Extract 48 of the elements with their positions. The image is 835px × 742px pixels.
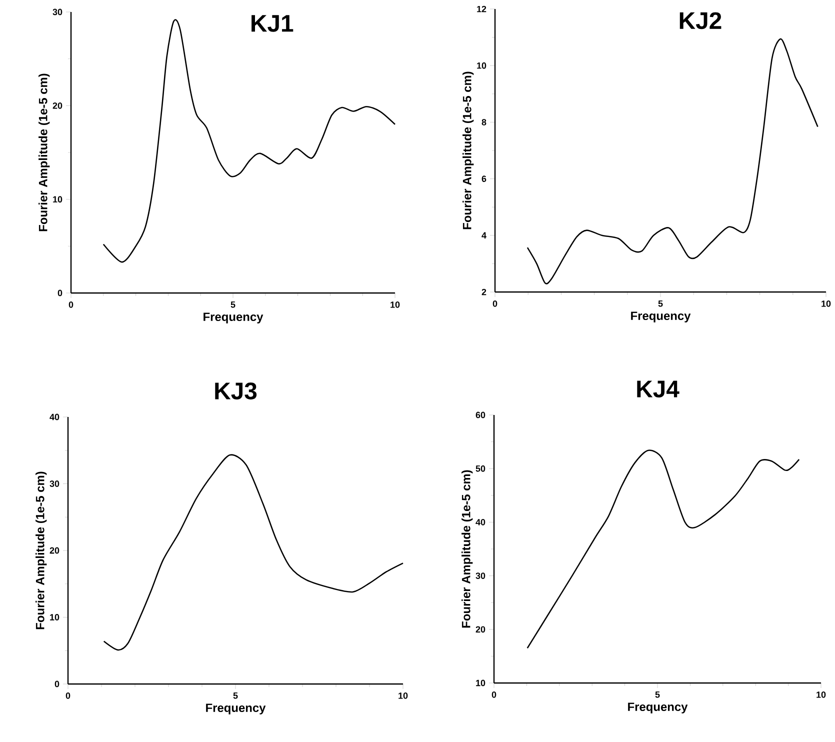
y-axis-title: Fourier Amplitude (1e-5 cm) [38, 74, 50, 232]
x-axis-title: Frequency [631, 312, 691, 322]
chart-title: KJ3 [215, 382, 257, 400]
y-tick-label: 0 [54, 680, 60, 688]
x-tick-label: 10 [390, 302, 400, 308]
x-tick-label: 0 [68, 302, 74, 308]
y-tick-label: 30 [476, 572, 486, 579]
x-axis-title: Frequency [206, 704, 266, 714]
y-axis-title: Fourier Amplitude (1e-5 cm) [462, 72, 474, 230]
x-tick-label: 5 [230, 302, 236, 308]
x-tick-label: 0 [492, 300, 498, 307]
y-tick-label: 10 [53, 196, 62, 202]
x-tick-label: 5 [655, 692, 660, 698]
x-tick-label: 0 [66, 692, 70, 699]
y-tick-label: 30 [52, 8, 62, 16]
x-tick-label: 10 [822, 300, 831, 307]
line-series [526, 450, 800, 649]
line-series [526, 38, 818, 284]
y-tick-label: 30 [50, 480, 60, 487]
x-axis-title: Frequency [204, 312, 264, 324]
x-tick-label: 10 [816, 692, 826, 698]
y-axis-title: Fourier Amplitude (1e-5 cm) [36, 472, 47, 630]
y-tick-label: 10 [477, 62, 486, 69]
line-series [103, 454, 404, 651]
y-tick-label: 50 [476, 465, 486, 472]
y-tick-label: 8 [482, 119, 486, 126]
x-axis-title: Frequency [628, 702, 688, 714]
y-tick-label: 4 [482, 232, 486, 238]
chart-title: KJ2 [680, 12, 722, 30]
y-tick-label: 10 [476, 680, 486, 686]
y-axis-title: Fourier Amplitude (1e-5 cm) [462, 470, 473, 628]
x-tick-label: 0 [492, 692, 496, 698]
y-tick-label: 20 [52, 102, 62, 109]
y-tick-label: 40 [50, 414, 60, 420]
y-tick-label: 6 [482, 176, 486, 182]
chart-title: KJ1 [252, 15, 294, 32]
y-tick-label: 20 [50, 547, 60, 554]
x-tick-label: 5 [658, 300, 663, 307]
y-tick-label: 0 [58, 290, 62, 296]
y-tick-label: 12 [477, 6, 486, 12]
y-tick-label: 20 [476, 626, 486, 633]
y-tick-label: 40 [476, 519, 486, 526]
y-tick-label: 10 [50, 614, 60, 620]
y-tick-label: 60 [476, 412, 486, 418]
x-tick-label: 5 [233, 692, 238, 699]
chart-title: KJ4 [637, 380, 680, 398]
x-tick-label: 10 [398, 692, 408, 699]
y-tick-label: 2 [482, 288, 486, 296]
